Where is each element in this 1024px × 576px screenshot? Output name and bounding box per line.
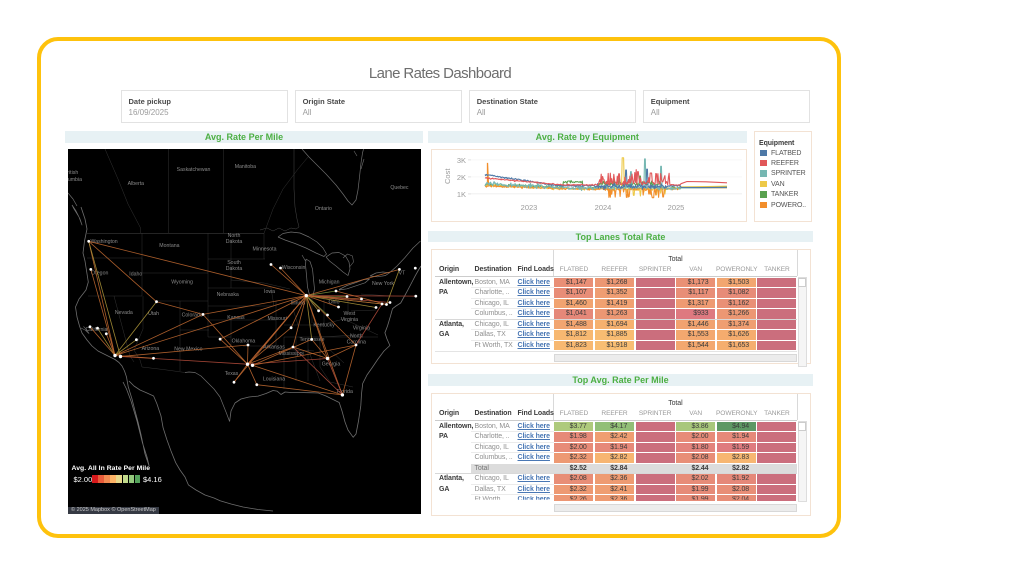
svg-text:Oregon: Oregon bbox=[91, 271, 108, 277]
svg-text:Nevada: Nevada bbox=[115, 310, 133, 316]
svg-text:Missouri: Missouri bbox=[267, 316, 286, 322]
svg-text:Carolina: Carolina bbox=[347, 339, 366, 345]
svg-text:Nebraska: Nebraska bbox=[217, 292, 239, 298]
svg-text:Saskatchewan: Saskatchewan bbox=[177, 167, 211, 173]
svg-text:Dakota: Dakota bbox=[226, 239, 243, 245]
svg-text:Minnesota: Minnesota bbox=[253, 246, 277, 252]
svg-text:Virginia: Virginia bbox=[353, 326, 370, 332]
svg-text:North: North bbox=[350, 333, 363, 339]
svg-text:Columbia: Columbia bbox=[68, 177, 82, 183]
svg-text:British: British bbox=[68, 170, 78, 176]
svg-text:California: California bbox=[86, 327, 108, 333]
svg-text:Ontario: Ontario bbox=[315, 206, 332, 212]
svg-text:Manitoba: Manitoba bbox=[235, 164, 256, 170]
svg-text:Quebec: Quebec bbox=[390, 185, 409, 191]
svg-text:New York: New York bbox=[372, 281, 394, 287]
svg-text:Colorado: Colorado bbox=[182, 312, 203, 318]
svg-text:Alberta: Alberta bbox=[128, 181, 145, 187]
svg-text:Florida: Florida bbox=[337, 389, 353, 395]
svg-text:Iowa: Iowa bbox=[264, 289, 275, 295]
svg-text:Washington: Washington bbox=[90, 239, 117, 245]
svg-text:Arkansas: Arkansas bbox=[263, 345, 285, 351]
svg-text:VT: VT bbox=[399, 271, 406, 277]
svg-text:Wyoming: Wyoming bbox=[171, 279, 193, 285]
svg-text:North: North bbox=[228, 233, 241, 239]
svg-text:Ohio: Ohio bbox=[329, 300, 340, 306]
svg-text:Idaho: Idaho bbox=[129, 272, 142, 278]
svg-text:Louisiana: Louisiana bbox=[263, 376, 285, 382]
svg-text:Texas: Texas bbox=[225, 371, 239, 377]
svg-text:Arizona: Arizona bbox=[142, 346, 160, 352]
svg-text:Kentucky: Kentucky bbox=[313, 322, 335, 328]
svg-text:South: South bbox=[227, 260, 241, 266]
svg-text:Michigan: Michigan bbox=[319, 279, 340, 285]
svg-text:Mississippi: Mississippi bbox=[279, 351, 304, 357]
svg-text:Oklahoma: Oklahoma bbox=[232, 338, 256, 344]
svg-text:Dakota: Dakota bbox=[226, 266, 243, 272]
svg-text:New Mexico: New Mexico bbox=[174, 347, 202, 353]
svg-text:Wisconsin: Wisconsin bbox=[282, 265, 306, 271]
svg-text:Utah: Utah bbox=[148, 311, 159, 317]
svg-text:West: West bbox=[344, 311, 356, 317]
svg-text:Virginia: Virginia bbox=[341, 317, 358, 323]
svg-text:Montana: Montana bbox=[159, 243, 179, 249]
svg-text:Illinois: Illinois bbox=[291, 300, 306, 306]
